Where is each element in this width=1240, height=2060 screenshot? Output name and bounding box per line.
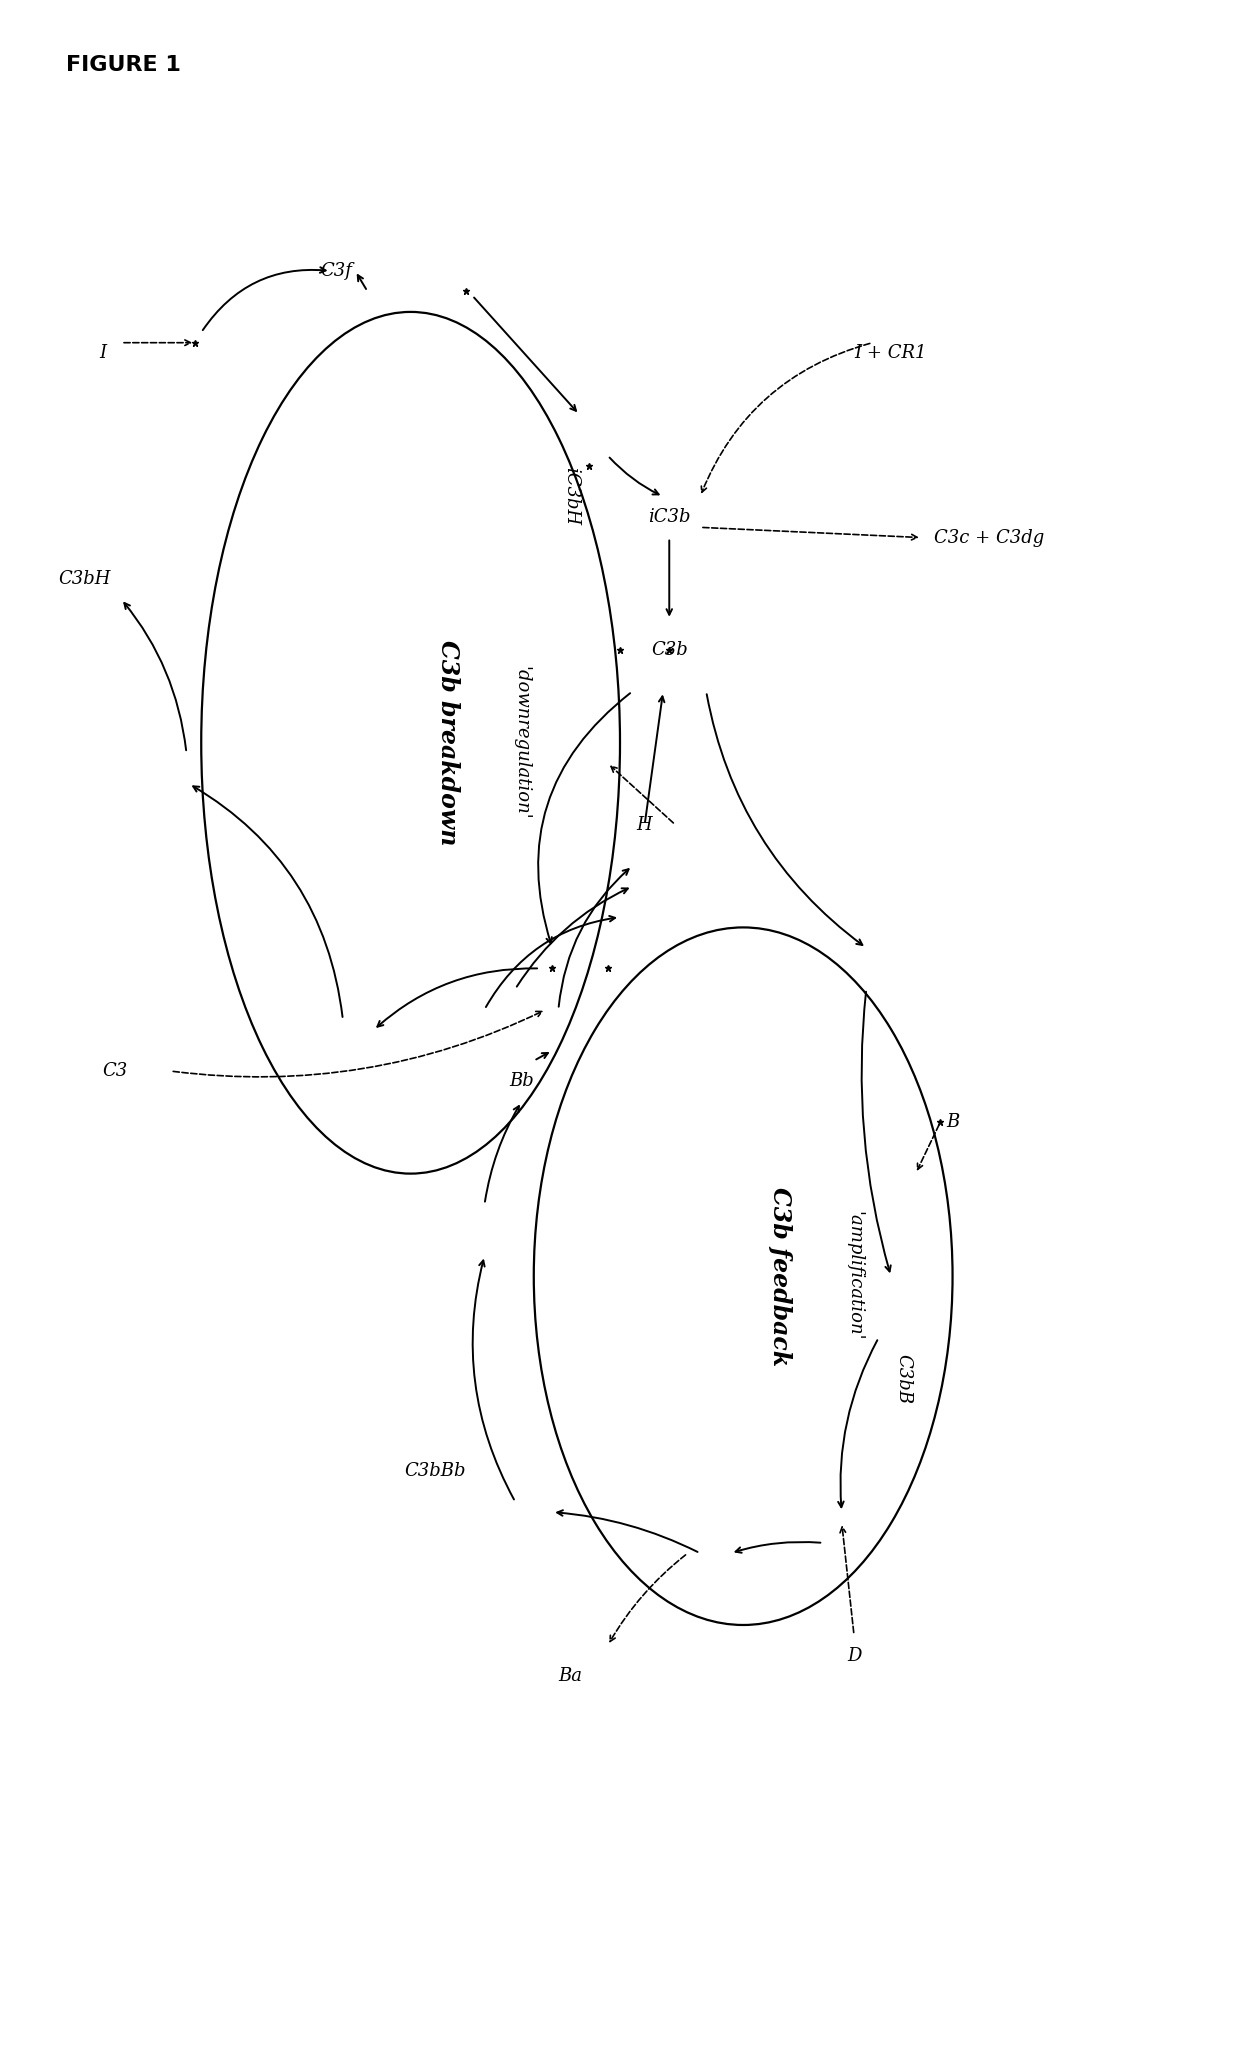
Text: I: I [99,344,107,363]
Text: D: D [847,1646,862,1664]
Text: C3c + C3dg: C3c + C3dg [935,529,1044,546]
Text: Bb: Bb [510,1073,534,1090]
Text: 'downregulation': 'downregulation' [512,665,531,820]
Text: C3b feedback: C3b feedback [768,1187,792,1366]
Text: 'amplification': 'amplification' [844,1211,863,1341]
Text: H: H [637,816,652,834]
Text: iC3b: iC3b [649,509,691,525]
Text: C3: C3 [103,1063,128,1079]
Text: C3b breakdown: C3b breakdown [435,641,460,845]
Text: C3b: C3b [651,641,688,659]
Text: C3f: C3f [321,262,352,280]
Text: C3bH: C3bH [58,571,110,587]
Text: Ba: Ba [559,1667,583,1685]
Text: iC3bH: iC3bH [562,468,580,525]
Text: I + CR1: I + CR1 [854,344,928,363]
Text: C3bBb: C3bBb [404,1463,466,1479]
Text: C3bB: C3bB [894,1353,913,1403]
Text: FIGURE 1: FIGURE 1 [66,56,181,76]
Text: B: B [946,1112,960,1131]
